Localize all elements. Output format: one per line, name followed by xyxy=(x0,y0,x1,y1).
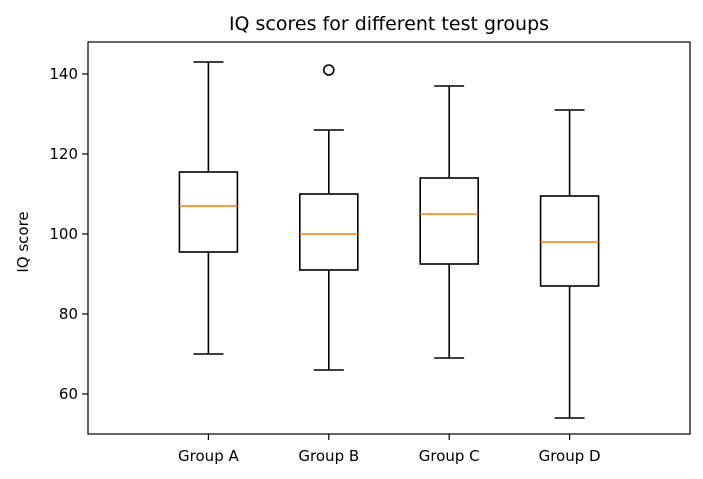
x-axis: Group A Group B Group C Group D xyxy=(178,434,601,465)
y-tick-label: 100 xyxy=(49,225,78,243)
iqr-box xyxy=(539,195,600,287)
iqr-box xyxy=(419,177,480,265)
box-group xyxy=(298,64,359,371)
y-tick-label: 80 xyxy=(59,305,78,323)
chart-title: IQ scores for different test groups xyxy=(229,13,549,35)
iqr-box xyxy=(178,171,239,253)
box-group xyxy=(178,61,239,355)
y-tick-label: 60 xyxy=(59,385,78,403)
plot-area-frame xyxy=(87,41,691,435)
box-group xyxy=(419,85,480,359)
outlier-point xyxy=(322,64,335,76)
y-tick-label: 120 xyxy=(49,145,78,163)
y-tick-label: 140 xyxy=(49,65,78,83)
box-group xyxy=(539,109,600,419)
y-axis: 60 80 100 120 140 xyxy=(49,65,88,403)
x-tick-label: Group A xyxy=(178,447,239,465)
x-tick-label: Group C xyxy=(419,447,480,465)
y-axis-label: IQ score xyxy=(14,211,32,272)
x-tick-label: Group D xyxy=(539,447,601,465)
x-tick-label: Group B xyxy=(298,447,359,465)
iqr-box xyxy=(298,193,359,271)
box-series xyxy=(178,61,600,419)
